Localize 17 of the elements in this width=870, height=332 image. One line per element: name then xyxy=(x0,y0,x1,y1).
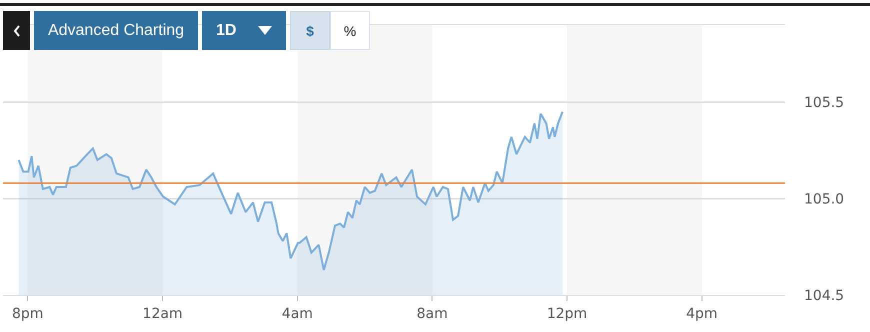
y-tick-label: 105.5 xyxy=(804,95,844,112)
annotation: Advanced Charting xyxy=(48,22,184,40)
button: $ xyxy=(290,11,330,50)
x-tick-label: 12am xyxy=(142,306,183,322)
x-tick-label: 8pm xyxy=(12,306,44,322)
button: % xyxy=(330,11,370,50)
y-tick-label: 104.5 xyxy=(804,288,844,304)
annotation: $ xyxy=(306,22,314,38)
x-tick-label: 4am xyxy=(282,306,313,322)
annotation: % xyxy=(344,22,356,38)
annotation: 1D xyxy=(216,22,236,40)
x-tick-label: 4pm xyxy=(686,306,718,322)
button: Advanced Charting xyxy=(34,11,198,50)
x-tick-label: 8am xyxy=(416,306,448,322)
x-tick-label: 12pm xyxy=(546,306,588,322)
dropdown-button: 1D xyxy=(202,11,286,50)
y-tick-label: 105.0 xyxy=(804,191,844,208)
